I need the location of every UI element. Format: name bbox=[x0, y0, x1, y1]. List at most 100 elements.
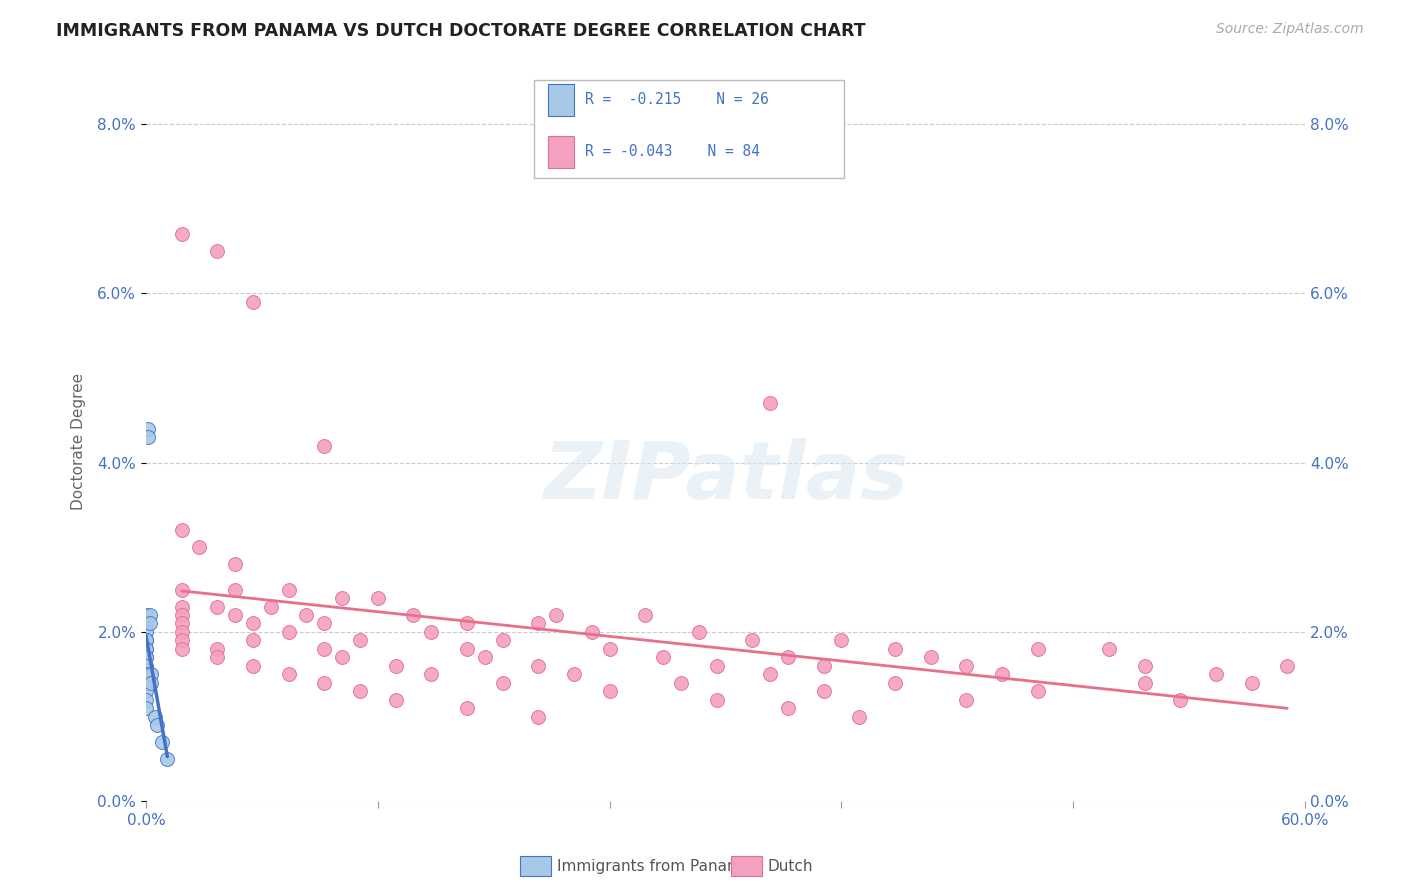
Point bbox=[170, 633, 193, 648]
Point bbox=[242, 616, 264, 631]
Point bbox=[813, 684, 835, 698]
Point bbox=[1205, 667, 1227, 681]
Text: ZIPatlas: ZIPatlas bbox=[543, 439, 908, 516]
Point bbox=[688, 624, 710, 639]
Point bbox=[527, 709, 550, 723]
Point bbox=[1026, 684, 1049, 698]
Point bbox=[1133, 675, 1156, 690]
Point bbox=[314, 616, 336, 631]
Point bbox=[314, 641, 336, 656]
Point bbox=[242, 633, 264, 648]
Point bbox=[277, 667, 299, 681]
Point bbox=[1168, 692, 1191, 706]
Point bbox=[135, 675, 157, 690]
Point bbox=[260, 599, 283, 614]
Point bbox=[420, 624, 443, 639]
Point bbox=[456, 641, 478, 656]
Point bbox=[741, 633, 763, 648]
Point bbox=[207, 650, 229, 665]
Point bbox=[367, 591, 389, 605]
Point bbox=[135, 616, 157, 631]
Y-axis label: Doctorate Degree: Doctorate Degree bbox=[72, 373, 86, 510]
Point bbox=[1026, 641, 1049, 656]
Point bbox=[135, 684, 157, 698]
Point bbox=[170, 607, 193, 622]
Point bbox=[143, 709, 166, 723]
Point bbox=[349, 684, 371, 698]
Point bbox=[1133, 658, 1156, 673]
Point bbox=[402, 607, 425, 622]
Point bbox=[136, 430, 159, 444]
Point bbox=[135, 607, 157, 622]
Point bbox=[599, 641, 621, 656]
Point bbox=[145, 718, 167, 732]
Point bbox=[150, 735, 173, 749]
Point bbox=[706, 658, 728, 673]
Point bbox=[170, 227, 193, 242]
Point bbox=[527, 658, 550, 673]
Text: R = -0.043    N = 84: R = -0.043 N = 84 bbox=[585, 145, 759, 159]
Point bbox=[224, 582, 246, 597]
Point bbox=[384, 692, 406, 706]
Point bbox=[884, 641, 907, 656]
Point bbox=[188, 541, 211, 555]
Point bbox=[759, 667, 782, 681]
Point bbox=[330, 591, 353, 605]
Point bbox=[135, 701, 157, 715]
Point bbox=[314, 675, 336, 690]
Point bbox=[295, 607, 318, 622]
Point bbox=[135, 667, 157, 681]
Point bbox=[141, 667, 163, 681]
Point bbox=[599, 684, 621, 698]
Point bbox=[135, 658, 157, 673]
Text: R =  -0.215    N = 26: R = -0.215 N = 26 bbox=[585, 93, 769, 107]
Point bbox=[546, 607, 568, 622]
Point bbox=[581, 624, 603, 639]
Point bbox=[170, 624, 193, 639]
Point bbox=[135, 667, 157, 681]
Point bbox=[136, 422, 159, 436]
Point bbox=[991, 667, 1014, 681]
Point bbox=[314, 439, 336, 453]
Point bbox=[669, 675, 692, 690]
Text: IMMIGRANTS FROM PANAMA VS DUTCH DOCTORATE DEGREE CORRELATION CHART: IMMIGRANTS FROM PANAMA VS DUTCH DOCTORAT… bbox=[56, 22, 866, 40]
Point bbox=[955, 692, 977, 706]
Point bbox=[1098, 641, 1121, 656]
Point bbox=[776, 650, 799, 665]
Point bbox=[491, 675, 513, 690]
Point bbox=[759, 396, 782, 410]
Point bbox=[277, 624, 299, 639]
Point bbox=[706, 692, 728, 706]
Point bbox=[170, 641, 193, 656]
Point bbox=[813, 658, 835, 673]
Point bbox=[776, 701, 799, 715]
Point bbox=[135, 633, 157, 648]
Point bbox=[135, 624, 157, 639]
Point bbox=[920, 650, 942, 665]
Point bbox=[955, 658, 977, 673]
Point bbox=[884, 675, 907, 690]
Point bbox=[135, 692, 157, 706]
Point bbox=[207, 244, 229, 259]
Point bbox=[170, 616, 193, 631]
Point bbox=[634, 607, 657, 622]
Point bbox=[562, 667, 585, 681]
Text: Immigrants from Panama: Immigrants from Panama bbox=[557, 859, 751, 873]
Point bbox=[1240, 675, 1263, 690]
Point bbox=[456, 616, 478, 631]
Point bbox=[349, 633, 371, 648]
Point bbox=[848, 709, 870, 723]
Point bbox=[135, 650, 157, 665]
Point bbox=[207, 599, 229, 614]
Point bbox=[1277, 658, 1299, 673]
Point bbox=[207, 641, 229, 656]
Text: Source: ZipAtlas.com: Source: ZipAtlas.com bbox=[1216, 22, 1364, 37]
Point bbox=[652, 650, 675, 665]
Point bbox=[224, 558, 246, 572]
Point bbox=[170, 524, 193, 538]
Point bbox=[527, 616, 550, 631]
Point bbox=[384, 658, 406, 673]
Point bbox=[491, 633, 513, 648]
Point bbox=[135, 650, 157, 665]
Point bbox=[138, 616, 160, 631]
